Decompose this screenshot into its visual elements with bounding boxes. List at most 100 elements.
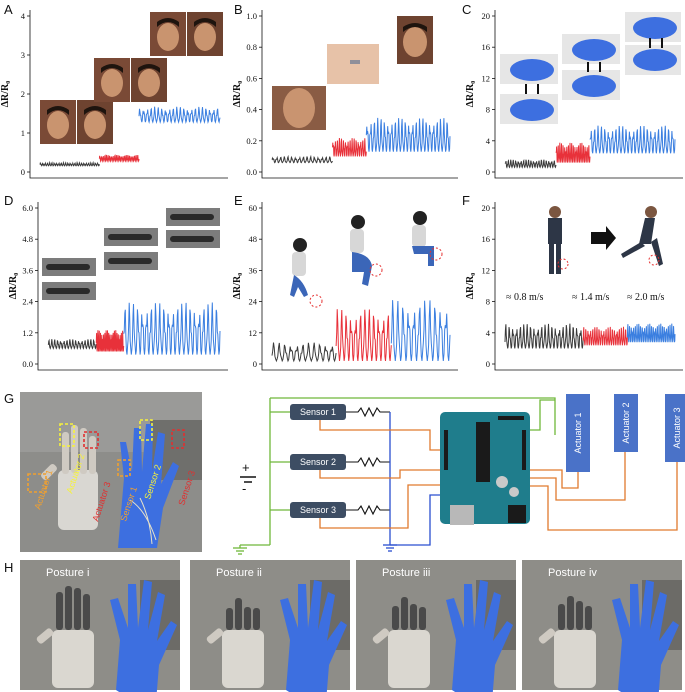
panel-G-circuit: + - Sensor 1 Sensor 2 Sensor 3 xyxy=(233,394,685,555)
panel-C-axes xyxy=(494,10,683,179)
sensor-2-box xyxy=(290,454,346,470)
panel-A-tick-label: 1 xyxy=(21,128,25,138)
posture-label-3: Posture iii xyxy=(382,567,430,579)
sensor-3-box xyxy=(290,502,346,518)
panel-D-tick-label: 4.8 xyxy=(22,234,33,244)
panel-label-D: D xyxy=(4,193,13,208)
panel-D-finger-photos xyxy=(42,208,220,300)
panel-B-tick-label: 1.0 xyxy=(246,11,257,21)
panel-C-tick-label: 4 xyxy=(486,136,491,146)
panel-A-axes xyxy=(29,10,228,179)
speed-label-2: ≈ 1.4 m/s xyxy=(572,292,610,303)
panel-label-A: A xyxy=(4,2,13,17)
panel-C-series-1 xyxy=(504,158,557,169)
panel-B-tick-label: 0.4 xyxy=(246,105,257,115)
panel-D-tick-label: 0.0 xyxy=(22,359,33,369)
panel-F-ylabel: ΔR/R₀ xyxy=(465,273,476,300)
panel-D-series-1 xyxy=(47,338,97,351)
panel-label-G: G xyxy=(4,391,14,406)
panel-D-series-3 xyxy=(123,302,221,355)
panel-E-tick-label: 0 xyxy=(253,359,257,369)
panel-A-tick-label: 4 xyxy=(21,11,26,21)
panel-A-face-photos xyxy=(40,12,223,144)
panel-C-ylabel: ΔR/R₀ xyxy=(465,81,476,108)
panel-E-series-3 xyxy=(390,300,451,361)
posture-photo-4: Posture iv xyxy=(522,560,682,692)
charts-group: 01234ΔR/R₀0.00.20.40.60.81.0ΔR/R₀0481216… xyxy=(0,10,683,371)
panel-E-tick-label: 48 xyxy=(249,234,258,244)
posture-photo-3: Posture iii xyxy=(356,560,516,692)
panel-B-series-3 xyxy=(365,117,451,152)
sensor-1-label: Sensor 1 xyxy=(300,407,336,417)
panel-F-person-figures xyxy=(548,206,663,274)
panel-A-ylabel: ΔR/R₀ xyxy=(0,81,11,108)
actuator-2-box xyxy=(614,394,638,452)
panel-E-axes xyxy=(261,202,458,371)
panel-D-tick-label: 6.0 xyxy=(22,203,33,213)
panel-A-tick-label: 0 xyxy=(21,167,25,177)
panel-B-ylabel: ΔR/R₀ xyxy=(232,81,243,108)
panel-label-B: B xyxy=(234,2,243,17)
panel-F-tick-label: 0 xyxy=(486,359,490,369)
panel-H-posture-photos: Posture i Posture ii Posture iii Posture iv xyxy=(20,560,682,692)
panel-C-series-2 xyxy=(555,142,591,163)
panel-E-squat-figures xyxy=(290,211,443,308)
panel-B-photos xyxy=(272,16,433,130)
panel-F-tick-label: 16 xyxy=(482,234,491,244)
panel-F-tick-label: 12 xyxy=(482,265,491,275)
panel-E-ylabel: ΔR/R₀ xyxy=(232,273,243,300)
panel-D-ylabel: ΔR/R₀ xyxy=(8,273,19,300)
panel-A-series-1 xyxy=(39,160,100,167)
panel-B-tick-label: 0.2 xyxy=(246,136,257,146)
panel-D-tick-label: 3.6 xyxy=(22,265,33,275)
sensor-3-label: Sensor 3 xyxy=(300,505,336,515)
panel-B-tick-label: 0.6 xyxy=(246,73,257,83)
panel-G-photo: Actuator 1 Actuator 2 Actuator 3 Sensor … xyxy=(20,392,202,552)
panel-F-series-3 xyxy=(626,323,676,343)
panel-A-series-2 xyxy=(98,153,140,164)
panel-A-tick-label: 2 xyxy=(21,89,25,99)
panel-D-series-2 xyxy=(95,330,125,352)
panel-A-tick-label: 3 xyxy=(21,50,25,60)
panel-label-C: C xyxy=(462,2,471,17)
panel-C-series-3 xyxy=(589,125,676,154)
panel-E-tick-label: 24 xyxy=(249,297,258,307)
panel-C-tick-label: 20 xyxy=(482,11,491,21)
panel-C-tick-label: 8 xyxy=(486,105,490,115)
panel-A-series-3 xyxy=(138,106,221,125)
minus-symbol: - xyxy=(242,481,246,496)
plus-symbol: + xyxy=(242,460,250,475)
panel-E-tick-label: 36 xyxy=(249,265,258,275)
panel-E-series-2 xyxy=(335,309,392,361)
sensor-1-box xyxy=(290,404,346,420)
panel-B-tick-label: 0.0 xyxy=(246,167,257,177)
panel-D-axes xyxy=(37,202,228,371)
panel-F-tick-label: 4 xyxy=(486,328,491,338)
actuator-1-box xyxy=(566,394,590,472)
speed-label-3: ≈ 2.0 m/s xyxy=(627,292,665,303)
panel-B-axes xyxy=(261,10,458,179)
panel-C-tick-label: 0 xyxy=(486,167,490,177)
posture-photo-2: Posture ii xyxy=(190,560,350,692)
panel-F-tick-label: 20 xyxy=(482,203,491,213)
panel-F-series-1 xyxy=(504,323,584,349)
panel-E-tick-label: 60 xyxy=(249,203,258,213)
panel-C-tick-label: 16 xyxy=(482,42,491,52)
panel-D-tick-label: 2.4 xyxy=(22,297,33,307)
actuator-1-label: Actuator 1 xyxy=(573,412,583,453)
panel-label-H: H xyxy=(4,560,13,575)
actuator-3-label: Actuator 3 xyxy=(672,407,682,448)
panel-label-F: F xyxy=(462,193,470,208)
panel-label-E: E xyxy=(234,193,243,208)
panel-B-series-2 xyxy=(332,137,367,157)
actuator-3-box xyxy=(665,394,685,462)
panel-F-tick-label: 8 xyxy=(486,297,490,307)
panel-B-tick-label: 0.8 xyxy=(246,42,257,52)
posture-photo-1: Posture i xyxy=(20,560,180,692)
panel-C-tick-label: 12 xyxy=(482,73,491,83)
actuator-2-label: Actuator 2 xyxy=(621,402,631,443)
posture-label-4: Posture iv xyxy=(548,567,597,579)
panel-E-tick-label: 12 xyxy=(249,328,258,338)
posture-label-2: Posture ii xyxy=(216,567,262,579)
speed-label-1: ≈ 0.8 m/s xyxy=(506,292,544,303)
